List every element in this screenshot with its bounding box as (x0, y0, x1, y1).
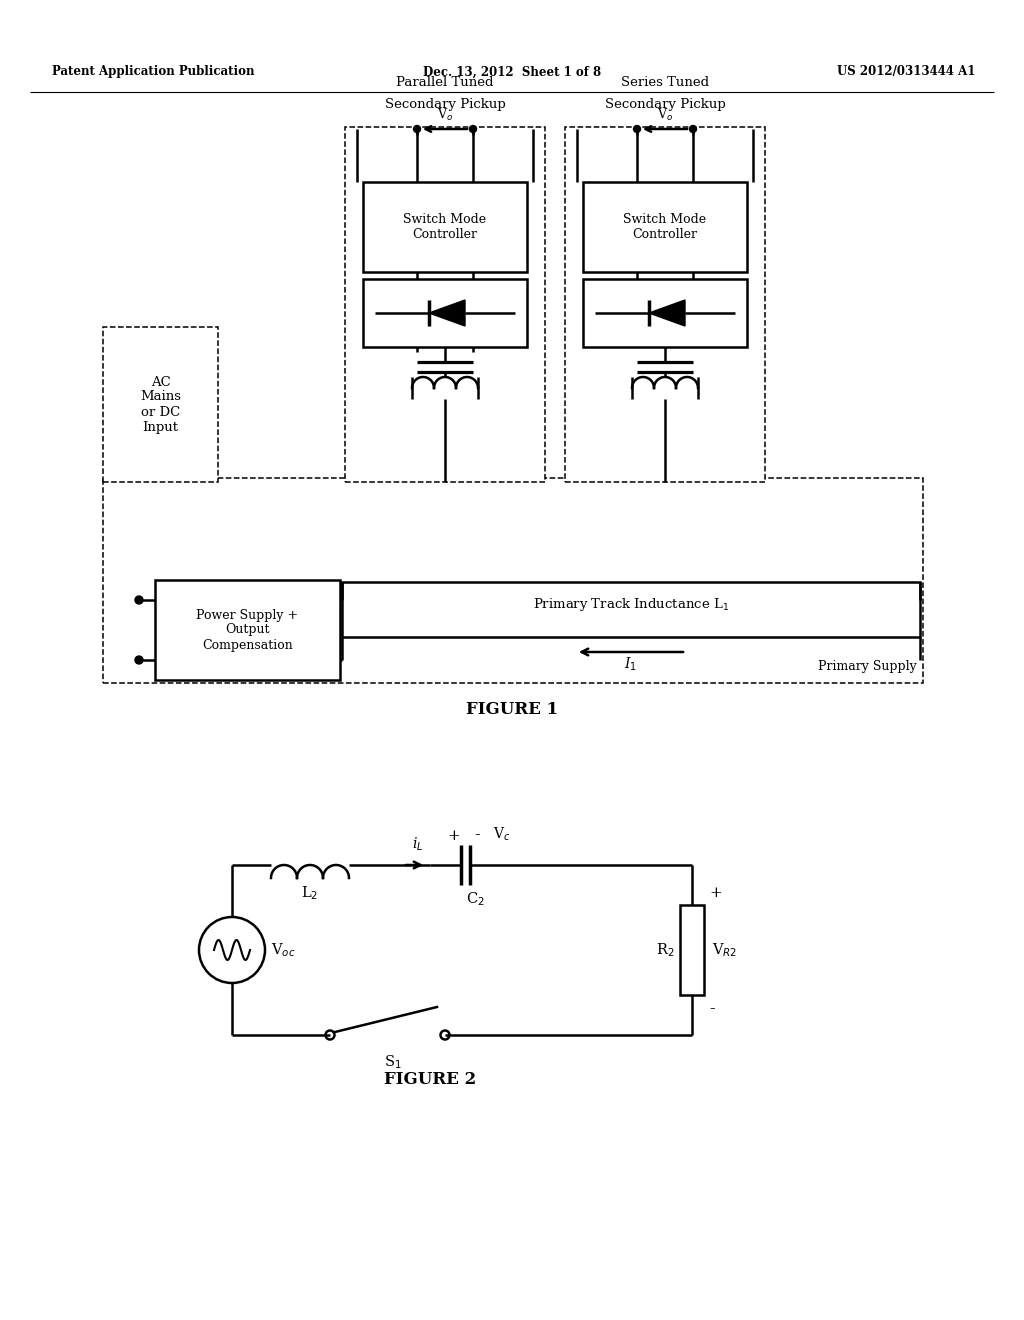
Text: Patent Application Publication: Patent Application Publication (52, 66, 255, 78)
Text: -: - (709, 1001, 715, 1016)
Text: Secondary Pickup: Secondary Pickup (604, 98, 725, 111)
Text: FIGURE 1: FIGURE 1 (466, 701, 558, 718)
Text: Switch Mode
Controller: Switch Mode Controller (624, 213, 707, 242)
Text: -: - (475, 826, 480, 843)
Bar (583, 182, 746, 272)
Text: Primary Supply: Primary Supply (818, 660, 918, 673)
Text: R$_2$: R$_2$ (656, 941, 675, 958)
Text: Parallel Tuned: Parallel Tuned (396, 77, 494, 88)
Text: V$_c$: V$_c$ (493, 825, 511, 843)
Circle shape (135, 656, 143, 664)
Text: V$_o$: V$_o$ (437, 107, 453, 123)
Circle shape (689, 125, 696, 132)
Circle shape (135, 597, 143, 605)
Bar (583, 279, 746, 347)
Text: Power Supply +
Output
Compensation: Power Supply + Output Compensation (197, 609, 299, 652)
Bar (103, 327, 218, 482)
Polygon shape (429, 300, 465, 326)
Circle shape (469, 125, 476, 132)
Text: i$_L$: i$_L$ (413, 836, 424, 853)
Text: V$_{R2}$: V$_{R2}$ (712, 941, 737, 958)
Text: Switch Mode
Controller: Switch Mode Controller (403, 213, 486, 242)
Text: S$_1$: S$_1$ (384, 1053, 401, 1071)
Bar (680, 906, 705, 995)
Text: Dec. 13, 2012  Sheet 1 of 8: Dec. 13, 2012 Sheet 1 of 8 (423, 66, 601, 78)
Polygon shape (649, 300, 685, 326)
Bar (155, 579, 340, 680)
Text: Primary Track Inductance L$_1$: Primary Track Inductance L$_1$ (532, 597, 729, 612)
Text: FIGURE 2: FIGURE 2 (384, 1072, 476, 1089)
Text: Series Tuned: Series Tuned (621, 77, 709, 88)
Text: +: + (709, 886, 722, 900)
Bar (362, 279, 527, 347)
Text: Secondary Pickup: Secondary Pickup (385, 98, 506, 111)
Text: I$_1$: I$_1$ (625, 656, 638, 673)
Text: V$_o$: V$_o$ (656, 107, 673, 123)
Bar (103, 478, 923, 682)
Circle shape (634, 125, 640, 132)
Text: L$_2$: L$_2$ (301, 884, 318, 902)
Text: +: + (447, 829, 460, 843)
Bar (565, 127, 765, 482)
Bar (342, 582, 920, 638)
Text: US 2012/0313444 A1: US 2012/0313444 A1 (837, 66, 975, 78)
Bar (345, 127, 545, 482)
Bar (362, 182, 527, 272)
Text: C$_2$: C$_2$ (466, 890, 484, 908)
Text: AC
Mains
or DC
Input: AC Mains or DC Input (140, 375, 181, 433)
Circle shape (414, 125, 421, 132)
Text: V$_{oc}$: V$_{oc}$ (271, 941, 296, 958)
